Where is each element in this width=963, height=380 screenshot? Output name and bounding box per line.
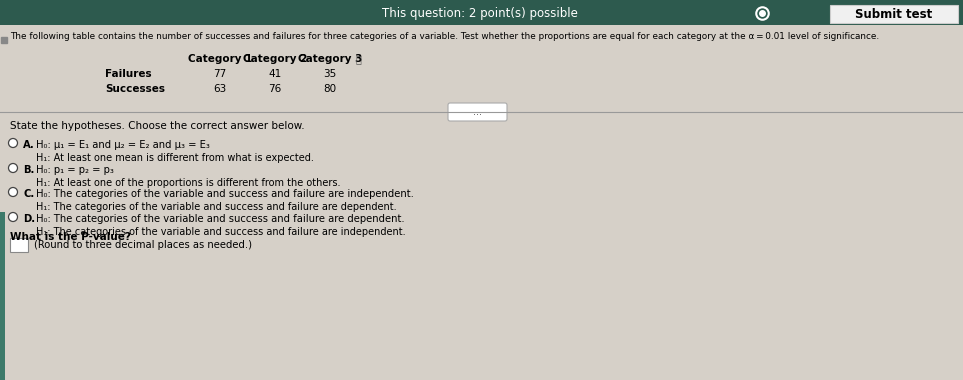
Text: Submit test: Submit test bbox=[855, 8, 932, 21]
Circle shape bbox=[9, 212, 17, 222]
Bar bbox=[0, 212, 5, 380]
Text: C.: C. bbox=[23, 189, 35, 199]
Bar bbox=[830, 5, 958, 23]
Text: The following table contains the number of successes and failures for three cate: The following table contains the number … bbox=[10, 32, 879, 41]
Circle shape bbox=[9, 163, 17, 173]
Text: 63: 63 bbox=[214, 84, 226, 94]
Text: H₀: The categories of the variable and success and failure are dependent.: H₀: The categories of the variable and s… bbox=[36, 214, 404, 224]
Text: H₀: The categories of the variable and success and failure are independent.: H₀: The categories of the variable and s… bbox=[36, 189, 414, 199]
Text: ...: ... bbox=[474, 107, 482, 117]
FancyBboxPatch shape bbox=[448, 103, 507, 121]
Text: B.: B. bbox=[23, 165, 35, 175]
Circle shape bbox=[9, 138, 17, 147]
Text: Category 3: Category 3 bbox=[298, 54, 362, 64]
Text: 76: 76 bbox=[269, 84, 281, 94]
Text: 41: 41 bbox=[269, 69, 281, 79]
Text: (Round to three decimal places as needed.): (Round to three decimal places as needed… bbox=[34, 240, 252, 250]
Text: A.: A. bbox=[23, 140, 35, 150]
Bar bbox=[10, 238, 28, 252]
Text: Category 1: Category 1 bbox=[188, 54, 252, 64]
Text: 35: 35 bbox=[324, 69, 337, 79]
Text: State the hypotheses. Choose the correct answer below.: State the hypotheses. Choose the correct… bbox=[10, 121, 304, 131]
Text: ⎘: ⎘ bbox=[356, 54, 362, 64]
Circle shape bbox=[9, 187, 17, 196]
Text: This question: 2 point(s) possible: This question: 2 point(s) possible bbox=[382, 6, 578, 19]
Text: D.: D. bbox=[23, 214, 35, 224]
Text: What is the P-value?: What is the P-value? bbox=[10, 232, 131, 242]
Text: 80: 80 bbox=[324, 84, 336, 94]
Text: H₀: p₁ = p₂ = p₃: H₀: p₁ = p₂ = p₃ bbox=[36, 165, 114, 175]
Text: H₀: μ₁ = E₁ and μ₂ = E₂ and μ₃ = E₃: H₀: μ₁ = E₁ and μ₂ = E₂ and μ₃ = E₃ bbox=[36, 140, 210, 150]
Text: H₁: The categories of the variable and success and failure are independent.: H₁: The categories of the variable and s… bbox=[36, 227, 405, 237]
Text: H₁: At least one mean is different from what is expected.: H₁: At least one mean is different from … bbox=[36, 153, 314, 163]
Text: 77: 77 bbox=[214, 69, 226, 79]
Text: H₁: The categories of the variable and success and failure are dependent.: H₁: The categories of the variable and s… bbox=[36, 202, 397, 212]
Bar bbox=[0, 0, 963, 25]
Text: Failures: Failures bbox=[105, 69, 151, 79]
Text: H₁: At least one of the proportions is different from the others.: H₁: At least one of the proportions is d… bbox=[36, 178, 341, 188]
Text: Successes: Successes bbox=[105, 84, 165, 94]
Text: Category 2: Category 2 bbox=[243, 54, 307, 64]
